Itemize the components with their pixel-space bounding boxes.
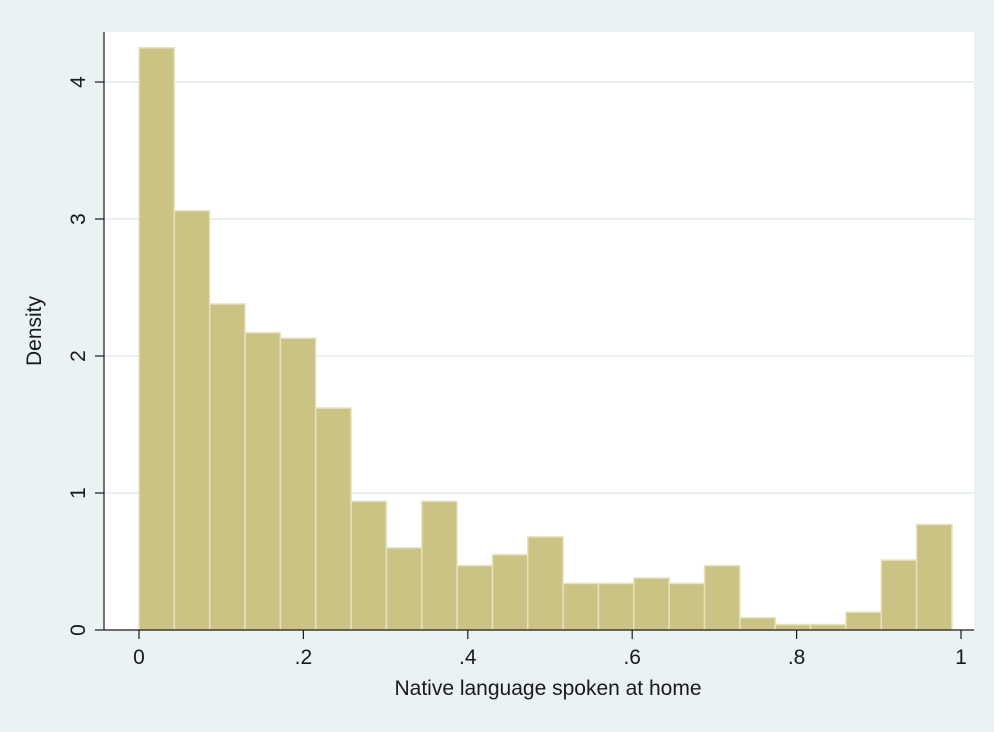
- x-tick-label-3: .6: [623, 646, 641, 669]
- histogram-bar-20: [845, 611, 883, 631]
- histogram-bar-8: [421, 500, 458, 631]
- x-axis-title: Native language spoken at home: [394, 677, 701, 700]
- histogram-bar-18: [774, 623, 812, 631]
- histogram-bar-1: [173, 210, 211, 631]
- histogram-bar-7: [385, 547, 423, 631]
- histogram-bar-22: [915, 523, 953, 631]
- histogram-bar-14: [633, 577, 670, 631]
- y-tick-label-2: 2: [67, 350, 90, 362]
- x-tick-label-2: .4: [459, 646, 477, 669]
- histogram-bar-15: [668, 582, 706, 631]
- x-tick-label-5: 1: [955, 646, 967, 669]
- y-tick-label-0: 0: [67, 624, 90, 636]
- x-tick-label-1: .2: [295, 646, 313, 669]
- histogram-bar-5: [314, 407, 352, 631]
- axes: [103, 32, 974, 631]
- y-tick-label-1: 1: [67, 487, 90, 499]
- y-axis-title: Density: [23, 295, 46, 366]
- x-tick-label-4: .8: [788, 646, 806, 669]
- histogram-bar-17: [739, 616, 776, 631]
- y-tick-label-3: 3: [67, 213, 90, 225]
- histogram-bar-19: [809, 623, 847, 631]
- x-tick-label-0: 0: [133, 646, 145, 669]
- histogram-bar-3: [244, 331, 282, 631]
- y-tick-label-4: 4: [67, 76, 90, 88]
- histogram-bar-4: [279, 337, 317, 631]
- histogram-bar-12: [562, 582, 600, 631]
- histogram-bar-16: [703, 564, 741, 631]
- histogram-bar-9: [456, 564, 494, 631]
- histogram-bar-21: [880, 559, 918, 631]
- histogram-bar-0: [138, 47, 176, 631]
- histogram-bar-2: [208, 303, 246, 631]
- histogram-bar-13: [597, 582, 635, 631]
- histogram-bar-10: [491, 553, 529, 631]
- histogram-bar-6: [350, 500, 388, 631]
- histogram-bar-11: [527, 536, 564, 631]
- tick-marks: 0 .2 .4 .6 .8 1 0 1 2 3 4: [67, 76, 967, 669]
